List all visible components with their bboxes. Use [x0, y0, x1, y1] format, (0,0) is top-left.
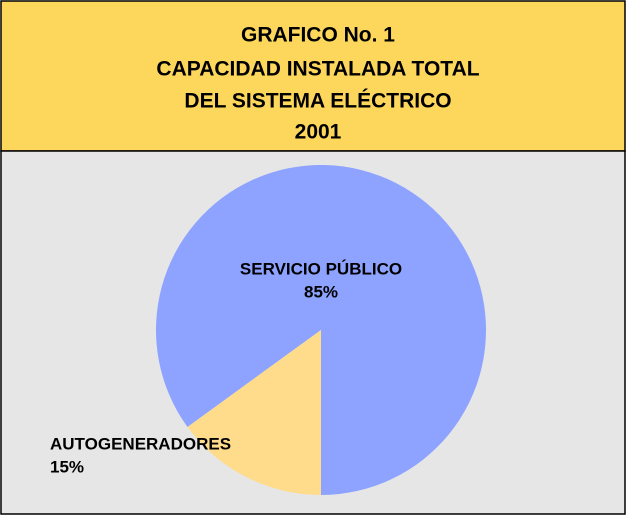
pie-slice [156, 165, 487, 495]
value-label: 85% [304, 282, 338, 301]
header [0, 0, 626, 152]
chart-title: CAPACIDAD INSTALADA TOTAL [156, 58, 479, 81]
slice-label: SERVICIO PÚBLICO [240, 259, 402, 278]
pie-slice [187, 330, 321, 495]
value-label: 15% [50, 457, 84, 476]
chart-title: DEL SISTEMA ELÉCTRICO [184, 90, 451, 113]
chart-title: GRAFICO No. 1 [241, 24, 395, 47]
chart-title: 2001 [295, 121, 342, 144]
slice-label: AUTOGENERADORES [50, 434, 231, 453]
